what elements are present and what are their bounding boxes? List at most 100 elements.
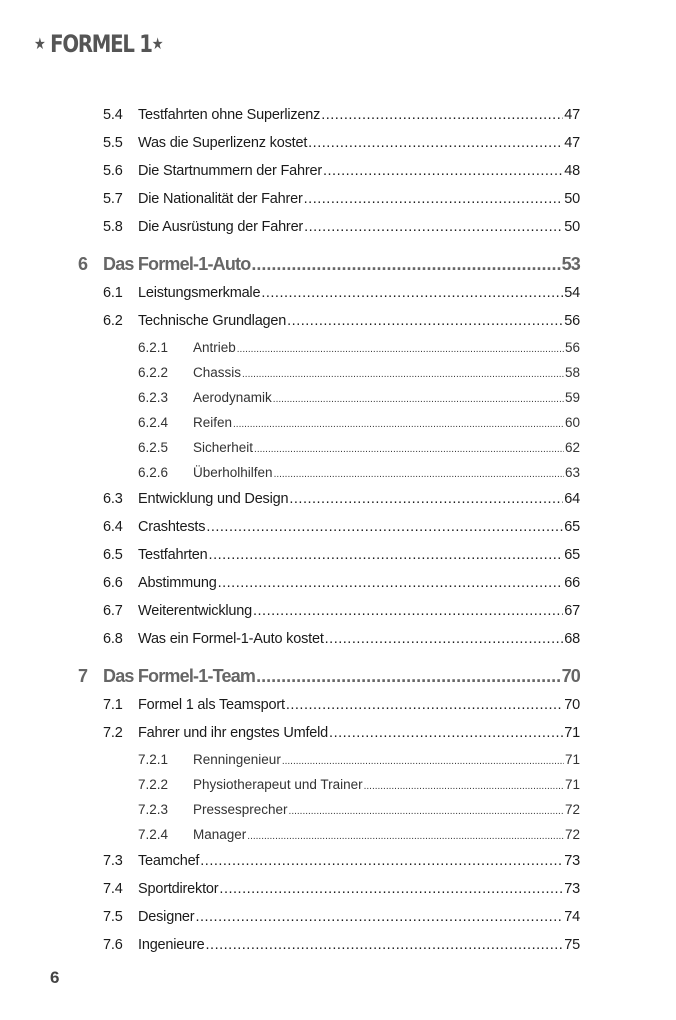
entry-title: Antrieb — [193, 340, 236, 355]
toc-entry: 7.5 Designer 74 — [0, 903, 676, 931]
running-header: ★ FORMEL 1★ — [34, 30, 164, 58]
entry-title: Reifen — [193, 415, 233, 430]
dot-leader — [304, 191, 564, 207]
dot-leader — [321, 107, 563, 123]
toc-entry: 6.7 Weiterentwicklung 67 — [0, 597, 676, 625]
toc-entry: 7.2.3 Pressesprecher 72 — [0, 797, 676, 822]
entry-page: 70 — [561, 665, 581, 686]
entry-number: 5.6 — [103, 163, 123, 179]
entry-title: Die Startnummern der Fahrer — [138, 163, 322, 179]
toc-chapter: 6 Das Formel-1-Auto 53 — [0, 250, 676, 278]
entry-number: 6.2.5 — [138, 440, 169, 455]
entry-title: Aerodynamik — [193, 390, 272, 405]
entry-page: 74 — [564, 909, 580, 925]
entry-number: 5.4 — [103, 107, 123, 123]
entry-title: Testfahrten — [138, 547, 208, 563]
dot-leader — [329, 725, 563, 741]
entry-title: Die Ausrüstung der Fahrer — [138, 219, 304, 235]
entry-page: 47 — [564, 135, 580, 151]
table-of-contents: 5.4 Testfahrten ohne Superlizenz 47 5.5 Was … — [0, 101, 676, 959]
toc-entry: 5.5 Was die Superlizenz kostet 47 — [0, 129, 676, 157]
entry-number: 7.2.4 — [138, 827, 169, 842]
dot-leader — [233, 415, 564, 430]
entry-title: Designer — [138, 909, 195, 925]
toc-entry: 6.6 Abstimmung 66 — [0, 569, 676, 597]
dot-leader — [286, 697, 563, 713]
entry-page: 50 — [564, 191, 580, 207]
entry-page: 56 — [564, 313, 580, 329]
dot-leader — [325, 631, 564, 647]
entry-number: 6.4 — [103, 519, 123, 535]
toc-entry: 6.2 Technische Grundlagen 56 — [0, 307, 676, 335]
entry-title: Teamchef — [138, 853, 200, 869]
entry-number: 7.1 — [103, 697, 123, 713]
entry-title: Testfahrten ohne Superlizenz — [138, 107, 321, 123]
entry-page: 71 — [564, 725, 580, 741]
toc-entry: 5.4 Testfahrten ohne Superlizenz 47 — [0, 101, 676, 129]
toc-entry: 5.6 Die Startnummern der Fahrer 48 — [0, 157, 676, 185]
toc-entry: 6.2.1 Antrieb 56 — [0, 335, 676, 360]
entry-title: Leistungsmerkmale — [138, 285, 261, 301]
toc-entry: 7.6 Ingenieure 75 — [0, 931, 676, 959]
toc-entry: 7.2.1 Renningenieur 71 — [0, 747, 676, 772]
entry-number: 6.3 — [103, 491, 123, 507]
book-title: FORMEL 1 — [50, 30, 153, 58]
entry-page: 63 — [564, 465, 580, 480]
toc-entry: 7.4 Sportdirektor 73 — [0, 875, 676, 903]
entry-page: 53 — [561, 253, 581, 274]
entry-title: Crashtests — [138, 519, 206, 535]
entry-title: Weiterentwicklung — [138, 603, 252, 619]
entry-number: 7 — [78, 665, 88, 686]
entry-page: 47 — [564, 107, 580, 123]
entry-number: 6.2.6 — [138, 465, 169, 480]
entry-title: Physiotherapeut und Trainer — [193, 777, 363, 792]
entry-page: 73 — [564, 853, 580, 869]
entry-page: 64 — [564, 491, 580, 507]
entry-number: 7.2.1 — [138, 752, 169, 767]
dot-leader — [308, 135, 563, 151]
entry-title: Abstimmung — [138, 575, 217, 591]
entry-number: 5.7 — [103, 191, 123, 207]
entry-page: 59 — [564, 390, 580, 405]
entry-title: Was die Superlizenz kostet — [138, 135, 308, 151]
toc-entry: 6.4 Crashtests 65 — [0, 513, 676, 541]
entry-page: 70 — [564, 697, 580, 713]
toc-entry: 7.2.4 Manager 72 — [0, 822, 676, 847]
entry-number: 6.2.2 — [138, 365, 169, 380]
dot-leader — [251, 254, 560, 275]
dot-leader — [323, 163, 563, 179]
toc-entry: 6.8 Was ein Formel-1-Auto kostet 68 — [0, 625, 676, 653]
entry-page: 73 — [564, 881, 580, 897]
dot-leader — [256, 666, 560, 687]
toc-entry: 5.7 Die Nationalität der Fahrer 50 — [0, 185, 676, 213]
dot-leader — [287, 313, 563, 329]
entry-title: Pressesprecher — [193, 802, 288, 817]
dot-leader — [289, 491, 563, 507]
entry-number: 7.6 — [103, 937, 123, 953]
entry-page: 62 — [564, 440, 580, 455]
toc-entry: 5.8 Die Ausrüstung der Fahrer 50 — [0, 213, 676, 241]
toc-entry: 7.2.2 Physiotherapeut und Trainer 71 — [0, 772, 676, 797]
entry-number: 6.2.4 — [138, 415, 169, 430]
entry-page: 67 — [564, 603, 580, 619]
toc-entry: 7.3 Teamchef 73 — [0, 847, 676, 875]
toc-entry: 7.2 Fahrer und ihr engstes Umfeld 71 — [0, 719, 676, 747]
dot-leader — [237, 340, 564, 355]
dot-leader — [364, 777, 564, 792]
entry-page: 68 — [564, 631, 580, 647]
entry-title: Die Nationalität der Fahrer — [138, 191, 303, 207]
dot-leader — [289, 802, 564, 817]
entry-number: 6.8 — [103, 631, 123, 647]
dot-leader — [282, 752, 564, 767]
entry-page: 60 — [564, 415, 580, 430]
entry-number: 6.2.3 — [138, 390, 169, 405]
entry-title: Manager — [193, 827, 247, 842]
entry-number: 7.4 — [103, 881, 123, 897]
entry-number: 5.5 — [103, 135, 123, 151]
entry-number: 7.3 — [103, 853, 123, 869]
entry-page: 72 — [564, 827, 580, 842]
dot-leader — [247, 827, 564, 842]
entry-page: 56 — [564, 340, 580, 355]
entry-number: 6.6 — [103, 575, 123, 591]
dot-leader — [219, 881, 563, 897]
